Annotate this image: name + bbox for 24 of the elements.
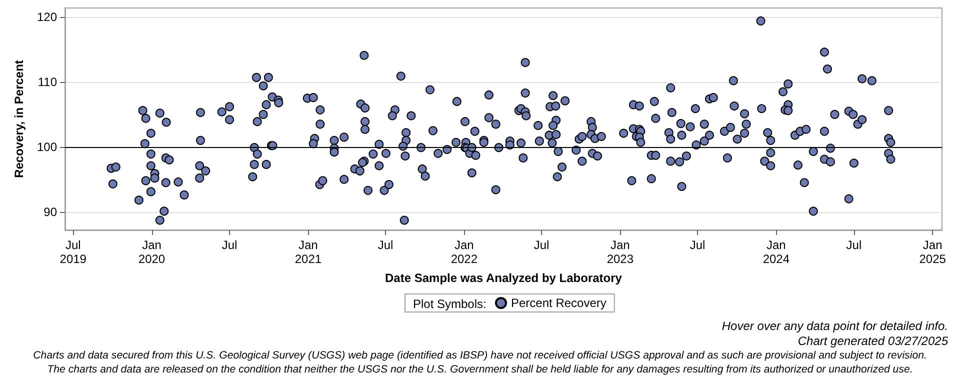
y-axis-title: Recovery, in Percent bbox=[12, 60, 26, 178]
x-tick-label: Jul 2019 bbox=[60, 238, 87, 266]
x-tick-label: Jan 2022 bbox=[450, 238, 478, 266]
text: Chart generated 03/27/2025 bbox=[798, 334, 948, 348]
y-tick-label: 120 bbox=[36, 10, 58, 24]
x-tick-label: Jul bbox=[846, 238, 862, 252]
x-tick-label: Jul bbox=[534, 238, 550, 252]
y-tick-label: 110 bbox=[38, 75, 58, 89]
y-tick-label: 100 bbox=[36, 140, 58, 154]
legend-title: Plot Symbols: bbox=[413, 297, 486, 311]
x-tick-label: Jan 2023 bbox=[606, 238, 634, 266]
x-tick-label: Jan 2025 bbox=[919, 238, 946, 266]
text: Hover over any data point for detailed info. bbox=[722, 319, 948, 333]
text: The charts and data are released on the condition that neither the USGS nor the U.S. Government shall be held liable for any damages resulting from its authorized or unauthorized use. bbox=[47, 364, 913, 376]
x-tick-label: Jul bbox=[222, 238, 238, 252]
x-tick-label: Jan 2020 bbox=[138, 238, 166, 266]
x-tick-label: Jan 2024 bbox=[762, 238, 790, 266]
x-tick-label: Jul bbox=[378, 238, 394, 252]
legend-label: Percent Recovery bbox=[511, 296, 606, 310]
y-tick-label: 90 bbox=[44, 204, 58, 219]
x-tick-label: Jan 2021 bbox=[294, 238, 322, 266]
x-tick-label: Jul bbox=[690, 238, 706, 252]
text: Charts and data secured from this U.S. Geological Survey (USGS) web page (identified as IBSP) have not received official USGS approval and as such are provisional and subject to revision. bbox=[33, 350, 927, 362]
x-axis-title: Date Sample was Analyzed by Laboratory bbox=[385, 271, 622, 285]
